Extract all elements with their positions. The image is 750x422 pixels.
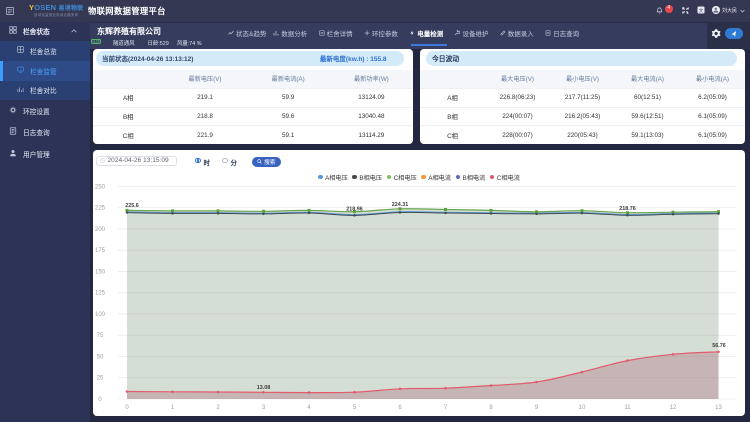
svg-text:3: 3 — [262, 405, 266, 411]
svg-text:6: 6 — [398, 405, 402, 411]
svg-text:150: 150 — [95, 269, 106, 275]
svg-text:0: 0 — [98, 397, 102, 403]
svg-text:225: 225 — [95, 206, 106, 212]
svg-text:224.31: 224.31 — [392, 202, 409, 208]
svg-text:7: 7 — [444, 405, 448, 411]
svg-text:文: 文 — [698, 7, 703, 14]
svg-text:225.6: 225.6 — [125, 203, 139, 209]
svg-text:13: 13 — [715, 405, 722, 411]
svg-text:10: 10 — [579, 405, 586, 411]
svg-text:2: 2 — [216, 405, 220, 411]
svg-text:13.08: 13.08 — [257, 385, 271, 391]
svg-text:75: 75 — [97, 333, 104, 339]
svg-text:100: 100 — [95, 312, 106, 318]
svg-text:12: 12 — [670, 405, 677, 411]
svg-text:9: 9 — [535, 405, 539, 411]
svg-text:8: 8 — [489, 405, 493, 411]
svg-text:1: 1 — [171, 405, 175, 411]
svg-text:11: 11 — [624, 405, 631, 411]
svg-text:200: 200 — [95, 227, 106, 233]
svg-text:175: 175 — [95, 248, 106, 254]
svg-text:4: 4 — [307, 405, 311, 411]
svg-text:0: 0 — [125, 405, 129, 411]
svg-text:25: 25 — [97, 376, 104, 382]
svg-text:218.76: 218.76 — [619, 206, 636, 212]
svg-text:250: 250 — [95, 184, 106, 190]
svg-text:125: 125 — [95, 291, 106, 297]
svg-text:218.96: 218.96 — [346, 207, 363, 213]
svg-text:56.76: 56.76 — [712, 343, 726, 349]
svg-text:5: 5 — [353, 405, 357, 411]
svg-text:50: 50 — [97, 354, 104, 360]
